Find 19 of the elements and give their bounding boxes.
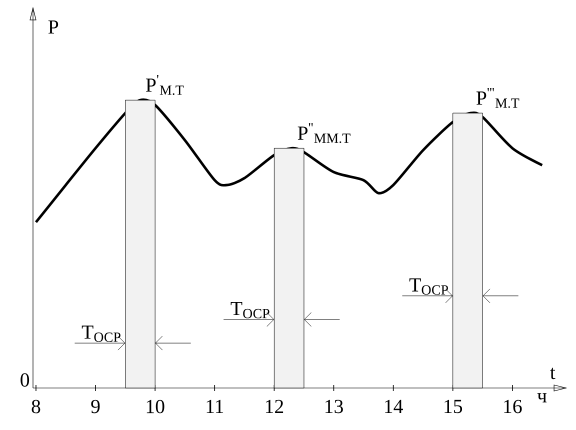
x-tick-label: 10	[146, 400, 164, 414]
y-axis-title: P	[48, 20, 58, 34]
x-tick-label: 15	[444, 400, 462, 414]
text: 0	[20, 373, 30, 387]
x-tick-label: 9	[91, 400, 100, 414]
x-tick-label: 11	[206, 400, 224, 413]
x-tick-label: 14	[385, 400, 403, 413]
x-tick-label: 8	[32, 400, 40, 414]
x-tick-label: 16	[504, 400, 522, 414]
x-tick-label: 12	[266, 400, 284, 414]
text: ч	[537, 393, 547, 402]
annotation: P$^{'''}$М.Т	[476, 88, 520, 108]
annotation: P$^{'}$М.Т	[146, 75, 184, 95]
x-tick-label: 13	[326, 400, 343, 414]
x-axis-title: t	[550, 368, 556, 380]
annotation: P$^{''}$ММ.Т	[298, 123, 350, 144]
band-label: Т$_{ОСР}$	[409, 278, 448, 295]
band-label: Т$_{ОСР}$	[230, 302, 270, 318]
band-label: Т$_{ОСР}$	[82, 326, 120, 342]
